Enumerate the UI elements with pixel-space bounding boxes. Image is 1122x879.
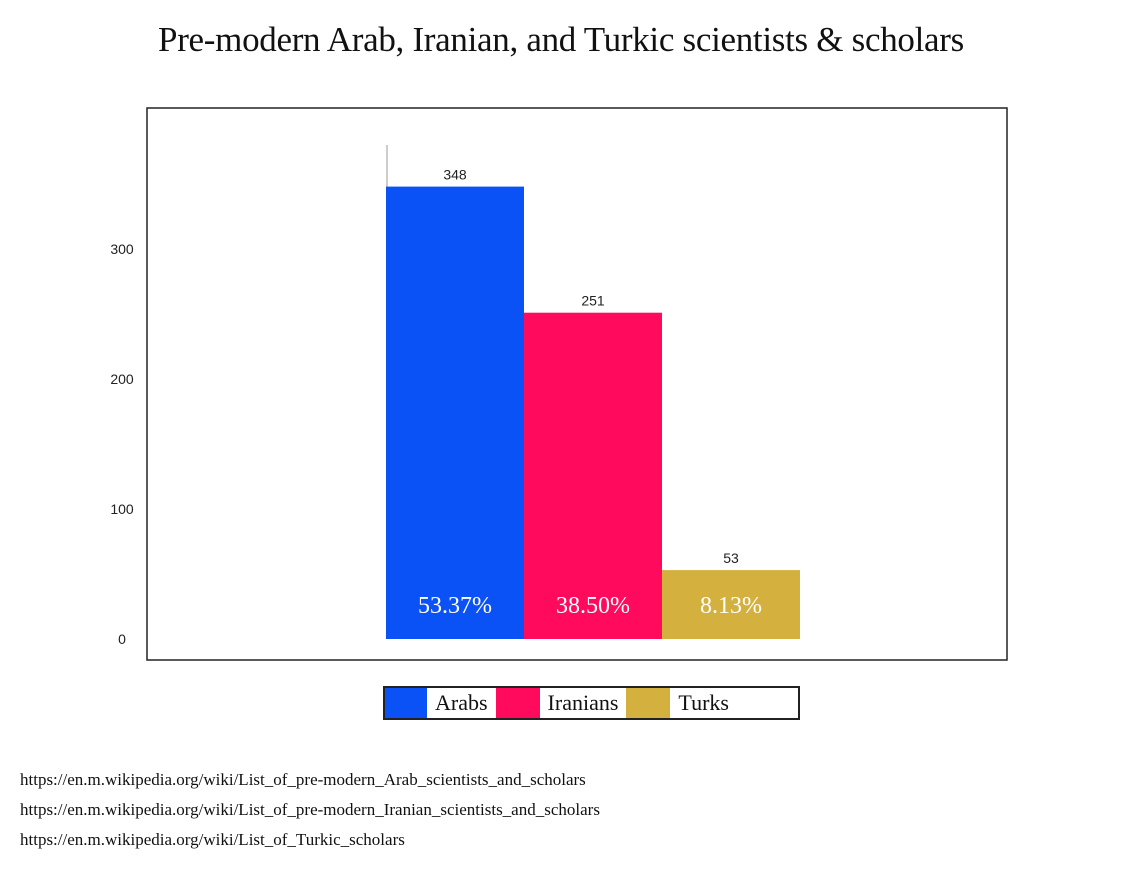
y-tick-label: 100 [110,501,134,517]
bar-value-label: 348 [443,167,467,183]
bar-turks [662,570,800,639]
sources: https://en.m.wikipedia.org/wiki/List_of_… [20,765,600,855]
source-link-turkic[interactable]: https://en.m.wikipedia.org/wiki/List_of_… [20,830,405,849]
legend: Arabs Iranians Turks [383,686,800,720]
legend-item-iranians: Iranians [495,688,627,718]
source-link-arab[interactable]: https://en.m.wikipedia.org/wiki/List_of_… [20,770,586,789]
legend-item-arabs: Arabs [385,688,496,718]
legend-swatch-turks [626,688,671,718]
bar-iranians [524,312,662,639]
legend-item-turks: Turks [626,688,737,718]
legend-label-arabs: Arabs [435,690,488,715]
bar-percent-label: 38.50% [556,593,630,619]
chart-title: Pre-modern Arab, Iranian, and Turkic sci… [158,20,964,59]
bar-arabs [386,186,524,639]
y-tick-label: 0 [118,631,126,647]
legend-label-iranians: Iranians [547,690,619,715]
bar-value-label: 251 [581,293,605,309]
y-tick-label: 200 [110,371,134,387]
legend-swatch-iranians [495,688,540,718]
y-tick-label: 300 [110,241,134,257]
legend-swatch-arabs [385,688,427,718]
bar-percent-label: 8.13% [700,593,762,619]
bars: 348 53.37% 251 38.50% 53 8.13% [386,167,800,639]
bar-percent-label: 53.37% [418,593,492,619]
source-link-iranian[interactable]: https://en.m.wikipedia.org/wiki/List_of_… [20,800,600,819]
legend-label-turks: Turks [678,690,729,715]
bar-value-label: 53 [723,550,739,566]
